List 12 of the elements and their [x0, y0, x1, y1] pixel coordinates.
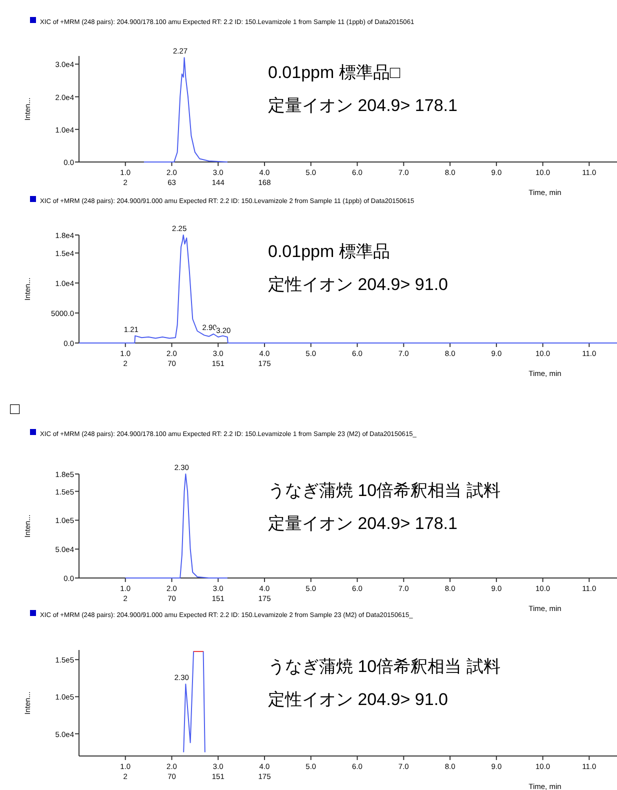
line-series — [124, 474, 228, 578]
text: □ — [10, 401, 20, 418]
annotation: 定量イオン 204.9> 178.1 — [268, 96, 458, 115]
line-series — [78, 234, 617, 344]
annotation: 0.01ppm 標準品□ — [268, 63, 401, 82]
annotation: うなぎ蒲焼 10倍希釈相当 試料 — [268, 657, 500, 676]
annotation: 定性イオン 204.9> 91.0 — [268, 690, 448, 709]
annotation: うなぎ蒲焼 10倍希釈相当 試料 — [268, 481, 500, 500]
line-series — [143, 57, 228, 162]
annotation: 定量イオン 204.9> 178.1 — [268, 514, 458, 533]
annotation: 定性イオン 204.9> 91.0 — [268, 275, 448, 294]
annotation: 0.01ppm 標準品 — [268, 242, 390, 261]
